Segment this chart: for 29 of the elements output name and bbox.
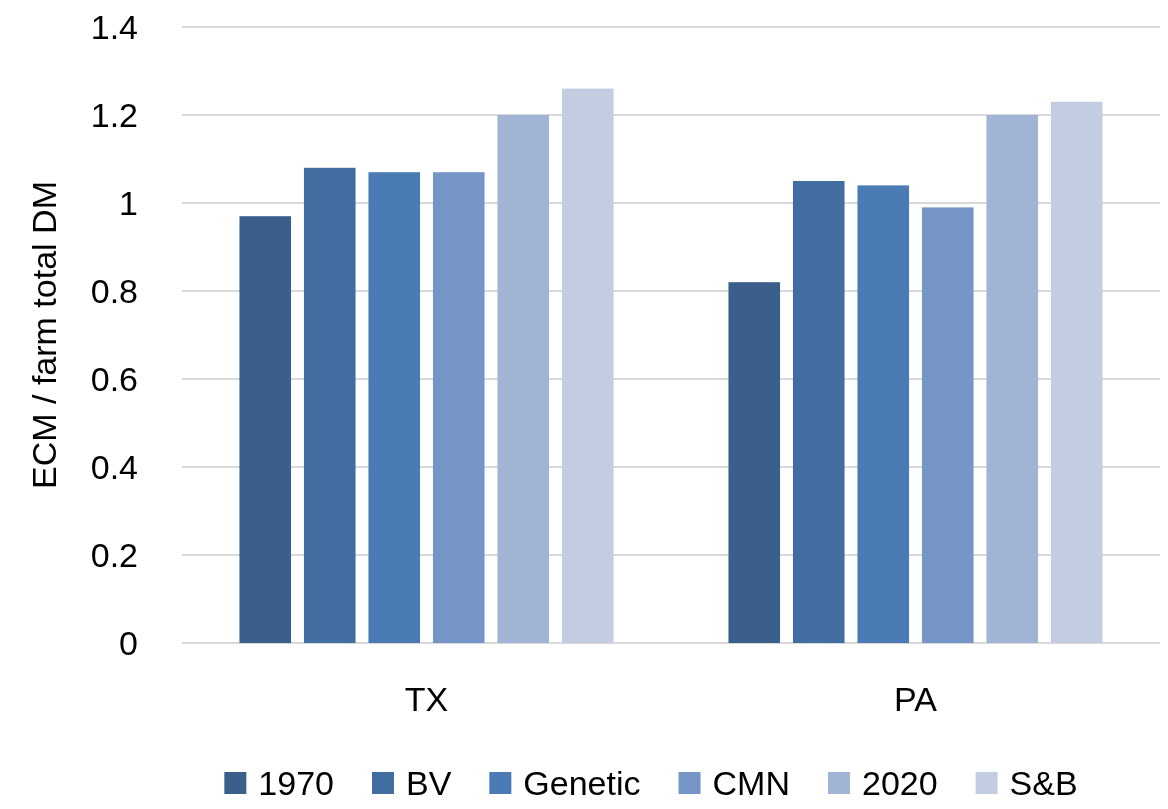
y-tick-label: 1.2 bbox=[90, 95, 138, 134]
bar bbox=[728, 282, 781, 643]
bar bbox=[303, 167, 356, 643]
y-tick-label: 0.6 bbox=[90, 359, 138, 398]
y-tick-label: 0.2 bbox=[90, 535, 138, 574]
bar bbox=[921, 207, 974, 643]
y-tick-label: 1.4 bbox=[90, 7, 138, 46]
y-tick-label: 0 bbox=[119, 623, 138, 662]
x-tick-label: PA bbox=[894, 680, 938, 718]
legend-label: BV bbox=[405, 763, 452, 802]
bar bbox=[1050, 101, 1103, 643]
y-tick-label: 0.8 bbox=[90, 271, 138, 310]
bar bbox=[368, 172, 421, 643]
y-axis-title: ECM / farm total DM bbox=[25, 181, 63, 489]
legend-label: 2020 bbox=[861, 763, 938, 802]
legend-label: CMN bbox=[712, 763, 790, 802]
bar bbox=[857, 185, 910, 643]
legend-label: Genetic bbox=[523, 763, 641, 802]
bar bbox=[497, 115, 550, 643]
bar bbox=[792, 181, 845, 643]
bar bbox=[561, 88, 614, 643]
bar bbox=[239, 216, 292, 643]
legend-label: S&B bbox=[1009, 763, 1078, 802]
bar bbox=[986, 115, 1039, 643]
x-tick-label: TX bbox=[404, 680, 449, 718]
legend-label: 1970 bbox=[258, 763, 334, 802]
y-tick-label: 1 bbox=[119, 183, 138, 222]
bar bbox=[432, 172, 485, 643]
y-tick-label: 0.4 bbox=[90, 447, 138, 486]
